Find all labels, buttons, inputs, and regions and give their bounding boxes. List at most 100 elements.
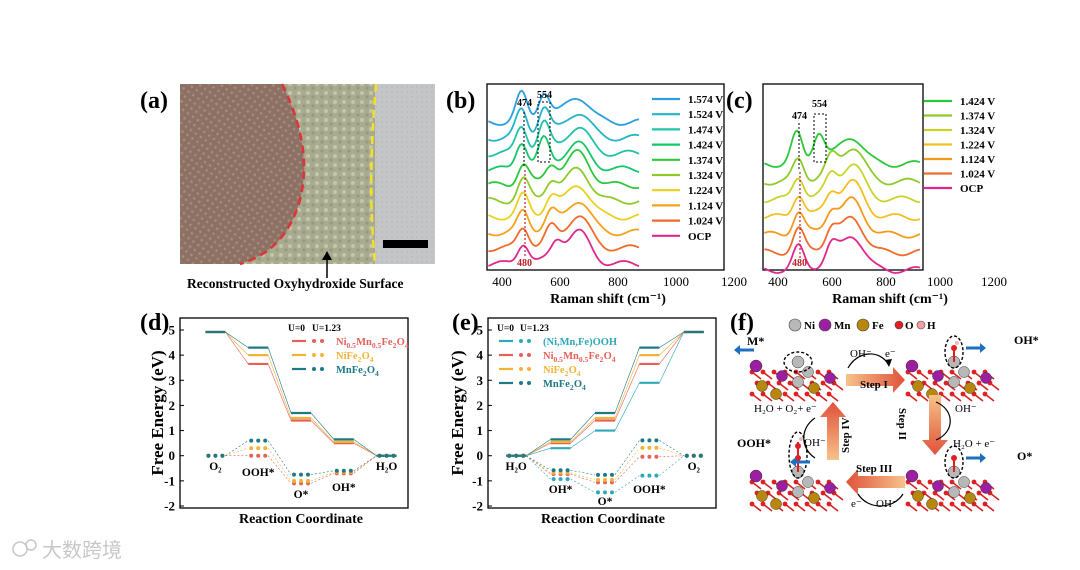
- peak-label-554: 554: [537, 90, 552, 101]
- y-tick-label: 1: [169, 423, 176, 438]
- oxygen-atom: [905, 501, 911, 507]
- tick-label: 1200: [721, 274, 747, 289]
- oxygen-atom: [760, 479, 766, 485]
- oxygen-atom: [760, 391, 766, 397]
- connector-line: [614, 456, 640, 483]
- energy-dot: [647, 445, 652, 450]
- oxygen-atom: [771, 479, 777, 485]
- energy-dot: [640, 454, 645, 459]
- connector-line: [570, 420, 596, 444]
- oxygen-atom: [760, 369, 766, 375]
- legend-label: 1.374 V: [960, 111, 995, 123]
- connector-line: [310, 471, 334, 482]
- oxygen-atom: [782, 501, 788, 507]
- spectrum-1-024-V: [488, 215, 640, 253]
- energy-dot: [391, 453, 396, 458]
- connector-line: [310, 412, 335, 440]
- step-label: Step IV: [840, 417, 852, 453]
- connector-line: [353, 441, 377, 456]
- energy-dot: [684, 453, 689, 458]
- legend-dot: [320, 353, 324, 357]
- oxygen-atom: [793, 501, 799, 507]
- energy-dot: [263, 446, 268, 451]
- legend-label: 1.124 V: [960, 154, 995, 166]
- oxygen-atom: [927, 479, 933, 485]
- panel-e-yaxis: 5 4 3 2 1 0 -1 -2: [472, 323, 492, 514]
- metal-atom: [756, 380, 768, 392]
- pointer-arrow-head: [980, 453, 986, 463]
- legend-dot: [527, 367, 531, 371]
- y-tick-label: 5: [169, 323, 176, 338]
- metal-atom: [792, 486, 804, 498]
- pointer-arrow-head: [734, 345, 740, 355]
- energy-dot: [558, 468, 563, 473]
- oxygen-atom: [771, 369, 777, 375]
- connector-line: [267, 355, 292, 419]
- legend-label: OCP: [688, 231, 712, 243]
- connector-line: [659, 455, 684, 476]
- energy-dot: [299, 478, 303, 483]
- connector-line: [659, 447, 684, 457]
- legend-label: 1.424 V: [688, 140, 723, 152]
- core-boundary-line: [239, 83, 306, 266]
- adsorbate-hydrogen: [799, 437, 803, 441]
- connector-line: [267, 447, 292, 482]
- metal-atom: [808, 492, 820, 504]
- step-label: Step I: [860, 379, 888, 391]
- peak-label-554: 554: [812, 99, 827, 110]
- oxygen-atom: [916, 479, 922, 485]
- ooh-star-label: OOH*: [737, 436, 771, 450]
- connector-line: [267, 363, 292, 421]
- connector-line: [659, 331, 685, 383]
- spectrum-1-424-V: [488, 134, 640, 173]
- adsorbate-oxygen: [951, 345, 957, 351]
- legend-label: 1.324 V: [960, 125, 995, 137]
- panel-b-xaxis: 400 600 800 1000 1200: [492, 274, 747, 289]
- connector-line: [526, 439, 551, 456]
- pointer-arrow-head: [790, 457, 796, 467]
- metal-atom: [905, 469, 919, 483]
- oxygen-atom: [749, 501, 755, 507]
- connector-line: [659, 455, 684, 458]
- oxygen-atom: [943, 380, 949, 386]
- legend-dot: [527, 381, 531, 385]
- panel-c-frame: [762, 83, 924, 271]
- metal-atom: [912, 380, 924, 392]
- energy-dot: [249, 453, 254, 458]
- state-label: OH*: [549, 484, 573, 496]
- state-label: H₂O: [506, 461, 527, 473]
- energy-dot: [603, 472, 607, 477]
- energy-dot: [603, 477, 607, 482]
- connector-line: [526, 441, 551, 456]
- panel-e-legend: (Ni,Mn,Fe)OOH Ni0.5 Mn0.5 Fe2 O4 NiFe2 O4…: [499, 337, 617, 392]
- connector-line: [225, 447, 249, 456]
- oxygen-atom: [932, 490, 938, 496]
- oh-minus-label: OH⁻: [804, 437, 826, 449]
- u123-label: U=1.23: [312, 324, 341, 334]
- oxygen-atom: [782, 391, 788, 397]
- tick-label: 800: [876, 274, 896, 289]
- metal-atom: [912, 490, 924, 502]
- energy-dot: [610, 490, 614, 495]
- arrow-left-shape: [846, 469, 905, 495]
- y-tick-label: 4: [477, 348, 484, 363]
- oh-star-label: OH*: [1014, 333, 1039, 347]
- legend-dot: [519, 367, 523, 371]
- spectrum-1-574-V: [488, 89, 640, 126]
- adsorbate-hydrogen: [955, 341, 959, 345]
- energy-dot: [256, 453, 261, 458]
- watermark-logo-icon: [12, 541, 28, 557]
- energy-dot: [551, 477, 556, 482]
- connector-line: [525, 455, 551, 480]
- panel-b-spectra: [488, 89, 640, 267]
- o-star-label: O*: [1017, 449, 1032, 463]
- energy-dot: [377, 453, 382, 458]
- energy-dot: [698, 453, 703, 458]
- energy-dot: [348, 468, 353, 473]
- metal-atom: [749, 359, 763, 373]
- m-star-label: M*: [747, 334, 764, 348]
- metal-atom: [958, 366, 970, 378]
- active-site-highlight: [944, 445, 964, 479]
- energy-dot: [654, 454, 659, 459]
- panel-d: (d) Free Energy (eV) 5 4 3 2 1 0 -1 -2 O₂ OOH* O*…: [140, 310, 409, 527]
